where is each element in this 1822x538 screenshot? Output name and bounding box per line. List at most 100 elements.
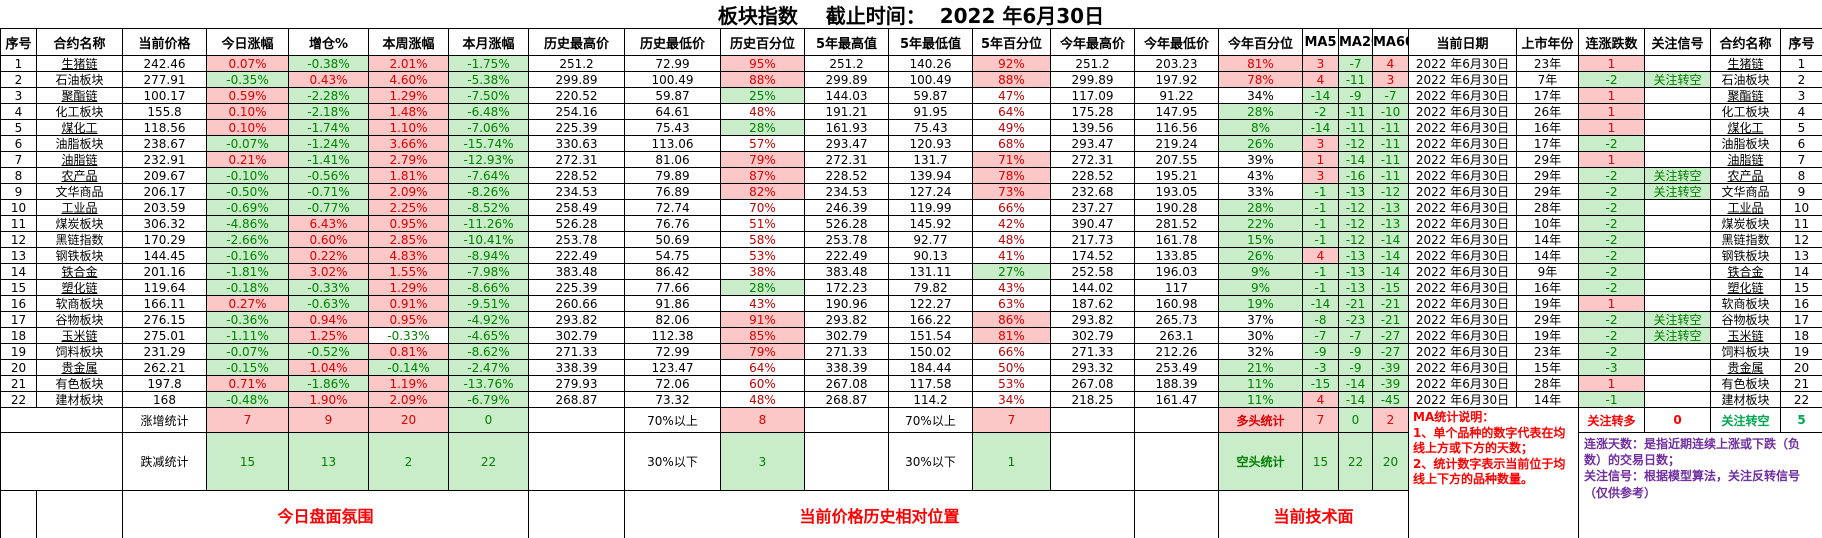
cell-month-change[interactable]: -8.26%	[448, 183, 529, 200]
cell-5y-low[interactable]: 114.2	[888, 391, 973, 408]
cell-streak[interactable]: -2	[1578, 183, 1645, 200]
cell-current-date[interactable]: 2022 年6月30日	[1408, 247, 1517, 264]
cell-hist-percentile[interactable]: 88%	[720, 71, 805, 88]
cell-ma60[interactable]: 4	[1372, 55, 1409, 72]
cell-ma5[interactable]: -14	[1302, 295, 1339, 312]
cell-today-change[interactable]: 0.10%	[206, 119, 289, 136]
hist-below30-count[interactable]: 3	[720, 432, 805, 491]
cell-current-date[interactable]: 2022 年6月30日	[1408, 183, 1517, 200]
cell-hist-percentile[interactable]: 38%	[720, 263, 805, 280]
cell-contract-name[interactable]: 农产品	[36, 167, 123, 184]
cell-today-change[interactable]: 0.71%	[206, 375, 289, 392]
cell-5y-high[interactable]: 383.48	[804, 263, 889, 280]
cell-streak[interactable]: 1	[1578, 55, 1645, 72]
cell-streak[interactable]: -2	[1578, 71, 1645, 88]
cell-listing-years[interactable]: 23年	[1516, 343, 1579, 360]
cell-hist-low[interactable]: 82.06	[624, 311, 721, 328]
hist-below30-label[interactable]: 30%以下	[624, 432, 721, 491]
cell-listing-years[interactable]: 23年	[1516, 55, 1579, 72]
cell-ma20[interactable]: -14	[1338, 151, 1373, 168]
cell-listing-years[interactable]: 28年	[1516, 199, 1579, 216]
cell-ytd-percentile[interactable]: 22%	[1218, 215, 1303, 232]
cell-week-change[interactable]: 3.66%	[368, 135, 449, 152]
cell-listing-years[interactable]: 29年	[1516, 151, 1579, 168]
cell-hist-high[interactable]: 254.16	[528, 103, 625, 120]
cell-current-date[interactable]: 2022 年6月30日	[1408, 375, 1517, 392]
cell-month-change[interactable]: -1.75%	[448, 55, 529, 72]
cell-ma5[interactable]: 3	[1302, 135, 1339, 152]
watch-long-count[interactable]: 0	[1644, 407, 1711, 433]
hist-above70-label[interactable]: 70%以上	[624, 407, 721, 433]
cell-hist-low[interactable]: 72.99	[624, 55, 721, 72]
cell-signal[interactable]	[1644, 151, 1711, 168]
cell-current-date[interactable]: 2022 年6月30日	[1408, 119, 1517, 136]
short-count-ma60[interactable]: 20	[1372, 432, 1409, 491]
cell-hist-percentile[interactable]: 60%	[720, 375, 805, 392]
cell-today-change[interactable]: -0.15%	[206, 359, 289, 376]
cell-ytd-high[interactable]: 302.79	[1050, 327, 1135, 344]
cell-hist-percentile[interactable]: 91%	[720, 311, 805, 328]
cell-seq[interactable]: 6	[0, 135, 37, 152]
cell-contract-name-right[interactable]: 塑化链	[1710, 279, 1781, 296]
cell-ytd-high[interactable]: 293.32	[1050, 359, 1135, 376]
cell-hist-percentile[interactable]: 43%	[720, 295, 805, 312]
cell-ma5[interactable]: -1	[1302, 199, 1339, 216]
watch-short-count[interactable]: 5	[1780, 407, 1822, 433]
cell-seq[interactable]: 8	[0, 167, 37, 184]
cell-5y-low[interactable]: 151.54	[888, 327, 973, 344]
cell-month-change[interactable]: -15.74%	[448, 135, 529, 152]
cell-streak[interactable]: -2	[1578, 343, 1645, 360]
cell-contract-name-right[interactable]: 石油板块	[1710, 71, 1781, 88]
cell-streak[interactable]: -1	[1578, 391, 1645, 408]
cell-week-change[interactable]: 1.29%	[368, 87, 449, 104]
cell-ytd-low[interactable]: 190.28	[1134, 199, 1219, 216]
cell-contract-name[interactable]: 煤炭板块	[36, 215, 123, 232]
cell-ma20[interactable]: -12	[1338, 231, 1373, 248]
cell-streak[interactable]: -2	[1578, 263, 1645, 280]
cell-seq-right[interactable]: 19	[1780, 343, 1822, 360]
cell-hist-high[interactable]: 279.93	[528, 375, 625, 392]
y5-above70-count[interactable]: 7	[972, 407, 1051, 433]
cell-ma60[interactable]: -15	[1372, 279, 1409, 296]
cell-hist-low[interactable]: 112.38	[624, 327, 721, 344]
cell-listing-years[interactable]: 16年	[1516, 279, 1579, 296]
cell-5y-low[interactable]: 127.24	[888, 183, 973, 200]
cell-5y-percentile[interactable]: 41%	[972, 247, 1051, 264]
cell-position-change[interactable]: 3.02%	[288, 263, 369, 280]
cell-5y-low[interactable]: 166.22	[888, 311, 973, 328]
cell-signal[interactable]	[1644, 119, 1711, 136]
cell-streak[interactable]: -3	[1578, 359, 1645, 376]
cell-week-change[interactable]: -0.33%	[368, 327, 449, 344]
cell-ma20[interactable]: -9	[1338, 87, 1373, 104]
cell-seq-right[interactable]: 10	[1780, 199, 1822, 216]
rise-count-month[interactable]: 0	[448, 407, 529, 433]
cell-5y-low[interactable]: 145.92	[888, 215, 973, 232]
cell-ytd-high[interactable]: 144.02	[1050, 279, 1135, 296]
cell-listing-years[interactable]: 19年	[1516, 295, 1579, 312]
cell-ytd-low[interactable]: 116.56	[1134, 119, 1219, 136]
cell-ma60[interactable]: -14	[1372, 247, 1409, 264]
cell-ytd-low[interactable]: 196.03	[1134, 263, 1219, 280]
cell-ytd-high[interactable]: 390.47	[1050, 215, 1135, 232]
fall-count-month[interactable]: 22	[448, 432, 529, 491]
cell-current-price[interactable]: 306.32	[122, 215, 207, 232]
cell-current-date[interactable]: 2022 年6月30日	[1408, 55, 1517, 72]
cell-5y-low[interactable]: 131.11	[888, 263, 973, 280]
cell-seq[interactable]: 7	[0, 151, 37, 168]
cell-hist-percentile[interactable]: 87%	[720, 167, 805, 184]
cell-ma60[interactable]: -45	[1372, 391, 1409, 408]
cell-seq-right[interactable]: 14	[1780, 263, 1822, 280]
cell-seq[interactable]: 12	[0, 231, 37, 248]
cell-signal[interactable]	[1644, 55, 1711, 72]
cell-hist-high[interactable]: 260.66	[528, 295, 625, 312]
cell-ma5[interactable]: -7	[1302, 327, 1339, 344]
cell-contract-name-right[interactable]: 黑链指数	[1710, 231, 1781, 248]
cell-ma60[interactable]: -10	[1372, 103, 1409, 120]
cell-5y-high[interactable]: 272.31	[804, 151, 889, 168]
cell-ma20[interactable]: -9	[1338, 343, 1373, 360]
cell-contract-name[interactable]: 文华商品	[36, 183, 123, 200]
cell-ma20[interactable]: -13	[1338, 247, 1373, 264]
cell-current-date[interactable]: 2022 年6月30日	[1408, 231, 1517, 248]
cell-ytd-low[interactable]: 147.95	[1134, 103, 1219, 120]
long-count-ma60[interactable]: 2	[1372, 407, 1409, 433]
